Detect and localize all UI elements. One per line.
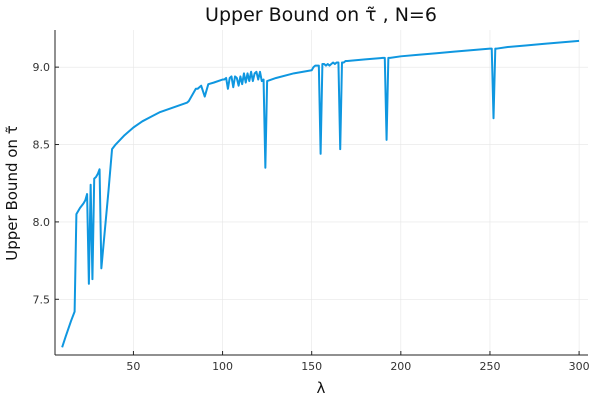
series — [61, 39, 580, 348]
x-tick-label: 150 — [301, 360, 322, 373]
series-line — [61, 39, 580, 348]
x-tick-label: 100 — [212, 360, 233, 373]
x-tick-label: 50 — [126, 360, 140, 373]
y-tick-label: 7.5 — [33, 293, 51, 306]
ticks: 50 100 150 200 250 300 7.5 8.0 8.5 9.0 — [33, 61, 590, 373]
x-tick-label: 250 — [479, 360, 500, 373]
y-axis-label: Upper Bound on τ̃ — [3, 125, 21, 260]
x-axis-label: λ — [317, 379, 326, 397]
chart-title: Upper Bound on τ̃ , N=6 — [205, 4, 437, 26]
axes — [54, 30, 588, 356]
y-tick-label: 8.5 — [33, 139, 51, 152]
y-tick-label: 9.0 — [33, 61, 51, 74]
x-tick-label: 300 — [569, 360, 590, 373]
x-tick-label: 200 — [390, 360, 411, 373]
y-tick-label: 8.0 — [33, 216, 51, 229]
